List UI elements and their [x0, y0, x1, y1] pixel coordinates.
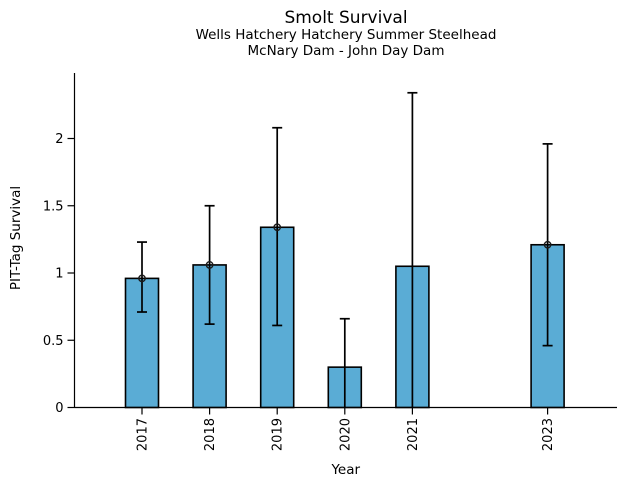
- y-tick-label-1: 1: [55, 267, 63, 282]
- x-tick-label-2020: 2020: [338, 418, 353, 451]
- x-axis-label: Year: [330, 462, 360, 478]
- point-marker-2018: [205, 261, 214, 269]
- point-marker-2019: [273, 223, 282, 232]
- y-axis-label: PIT-Tag Survival: [8, 186, 24, 290]
- chart-subtitle-line2: McNary Dam - John Day Dam: [247, 42, 445, 59]
- chart-title: Smolt Survival: [284, 8, 408, 28]
- x-tick-label-2017: 2017: [136, 418, 151, 451]
- x-tick-label-2018: 2018: [203, 418, 218, 451]
- title-block: Smolt Survival Wells Hatchery Hatchery S…: [75, 8, 617, 59]
- chart-subtitle-line1: Wells Hatchery Hatchery Summer Steelhead: [195, 27, 497, 43]
- point-marker-2017: [138, 274, 146, 283]
- x-tick-label-2019: 2019: [271, 418, 286, 451]
- point-marker-2023: [543, 240, 552, 249]
- y-tick-label-1.5: 1.5: [43, 199, 64, 214]
- y-tick-label-0.5: 0.5: [43, 334, 64, 349]
- x-tick-label-2021: 2021: [406, 418, 421, 451]
- y-tick-label-0: 0: [55, 401, 63, 416]
- x-tick-label-2023: 2023: [541, 418, 556, 451]
- y-tick-label-2: 2: [55, 132, 63, 147]
